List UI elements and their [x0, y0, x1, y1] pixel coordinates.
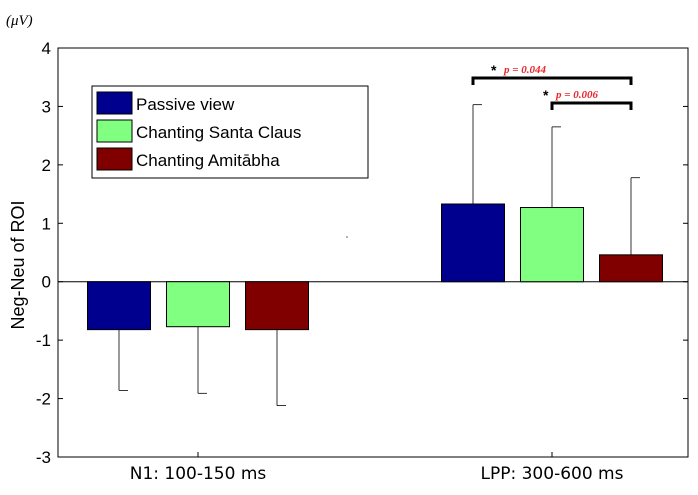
significance-star: * [543, 87, 549, 103]
bar [441, 203, 505, 283]
bar [599, 254, 663, 283]
significance-p-value: p = 0.006 [555, 89, 599, 101]
x-tick-label: LPP: 300-600 ms [481, 464, 624, 484]
legend-swatch [96, 119, 133, 143]
legend-label: Chanting Santa Claus [136, 123, 301, 142]
y-tick-label: 4 [42, 39, 51, 58]
legend: Passive view Chanting Santa Claus Chanting… [91, 85, 369, 179]
plot-frame [57, 47, 689, 458]
y-tick-label: 3 [42, 97, 51, 116]
legend-swatch [96, 147, 133, 171]
y-axis-ticks: 4 3 2 1 0 -1 -2 -3 [36, 39, 688, 467]
y-tick-label: -3 [36, 448, 51, 467]
legend-swatch [96, 91, 133, 115]
bar [245, 281, 309, 331]
legend-label: Chanting Amitābha [136, 151, 280, 170]
y-tick-label: 1 [42, 214, 51, 233]
bars [87, 203, 663, 331]
x-tick-label: N1: 100-150 ms [130, 464, 267, 484]
significance-bracket [471, 76, 633, 85]
legend-label: Passive view [136, 95, 235, 114]
significance-star: * [491, 62, 497, 78]
y-tick-label: -1 [36, 331, 51, 350]
bar [166, 281, 230, 328]
x-axis-labels: N1: 100-150 ms LPP: 300-600 ms [130, 452, 624, 484]
legend-box [91, 85, 369, 179]
y-axis-unit: (μV) [6, 13, 33, 29]
bar [520, 207, 584, 283]
bar [87, 281, 151, 331]
y-axis-label: Neg-Neu of ROI [8, 200, 28, 329]
y-tick-label: 2 [42, 156, 51, 175]
significance-annotations: * p = 0.044 * p = 0.006 [471, 62, 633, 110]
significance-p-value: p = 0.044 [503, 64, 547, 76]
significance-bracket [550, 101, 633, 110]
y-tick-label: -2 [36, 390, 51, 409]
error-bars [118, 104, 640, 406]
y-tick-label: 0 [42, 273, 51, 292]
stray-dot [346, 236, 348, 238]
